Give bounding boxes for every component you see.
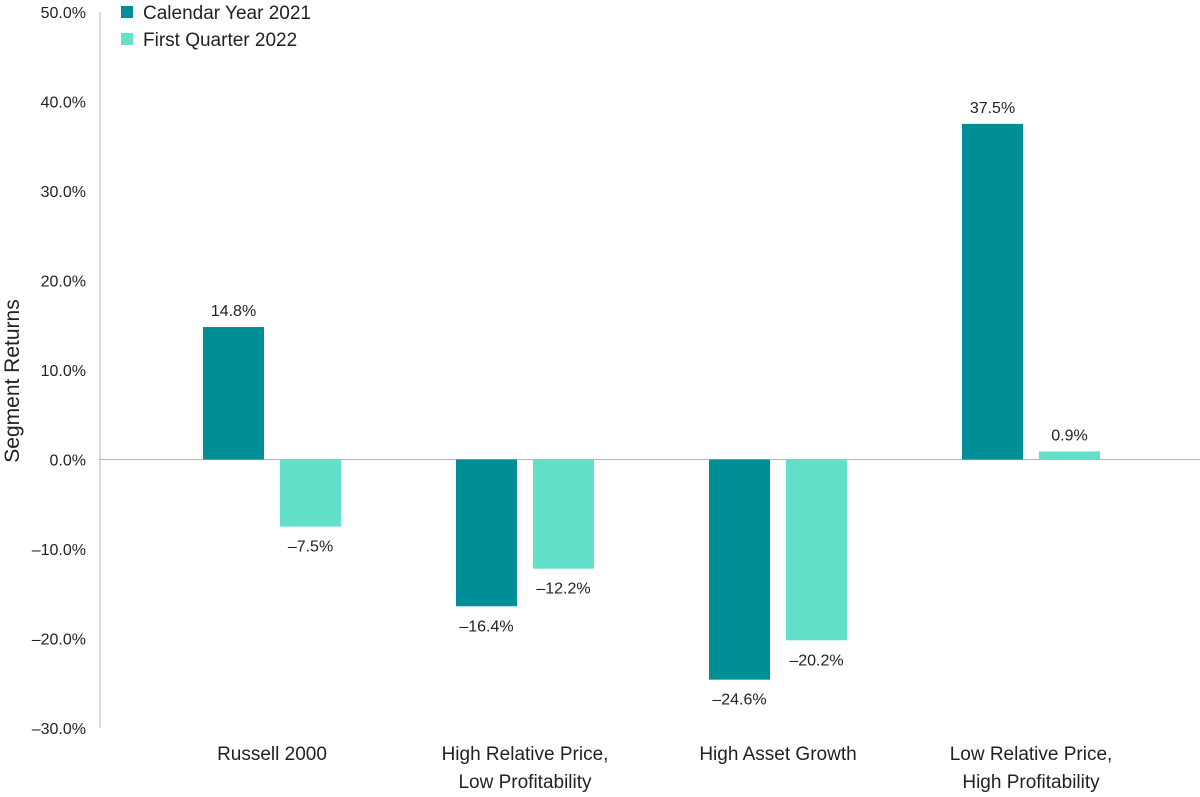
bar (709, 459, 770, 680)
data-label: –16.4% (459, 618, 513, 635)
axes (99, 12, 1200, 728)
legend-swatch (121, 33, 133, 45)
y-tick-label: –10.0% (32, 542, 86, 559)
category-label: High Asset Growth (699, 744, 856, 765)
data-label: 0.9% (1051, 427, 1087, 444)
y-tick-label: 30.0% (41, 184, 86, 201)
bar (786, 459, 847, 641)
bar (533, 459, 594, 569)
y-tick-label: 10.0% (41, 363, 86, 380)
category-labels: Russell 2000 High Relative Price, Low Prof… (217, 744, 1112, 793)
bar (1039, 451, 1100, 460)
legend-label: First Quarter 2022 (143, 30, 297, 51)
bar (962, 123, 1023, 460)
data-label: 14.8% (211, 303, 256, 320)
bar (203, 327, 264, 460)
legend-swatch (121, 6, 133, 18)
legend-label: Calendar Year 2021 (143, 3, 311, 24)
y-tick-label: –30.0% (32, 721, 86, 738)
y-tick-label: –20.0% (32, 632, 86, 649)
category-label: Russell 2000 (217, 744, 327, 765)
y-tick-label: 0.0% (50, 453, 86, 470)
category-label: Low Profitability (458, 772, 592, 793)
category-label: High Profitability (962, 772, 1100, 793)
data-labels: 14.8% –16.4% –24.6% 37.5% –7.5% –12.2% –20.2% 0… (211, 100, 1088, 709)
y-tick-labels: 50.0% 40.0% 30.0% 20.0% 10.0% 0.0% –10.0% –20.0… (32, 5, 86, 738)
y-tick-label: 20.0% (41, 274, 86, 291)
data-label: –24.6% (712, 692, 766, 709)
y-tick-label: 40.0% (41, 95, 86, 112)
category-label: High Relative Price, (442, 744, 609, 765)
bar (280, 459, 341, 527)
y-axis-title: Segment Returns (1, 299, 24, 462)
legend: Calendar Year 2021 First Quarter 2022 (121, 3, 311, 51)
bar (456, 459, 517, 607)
bars (203, 123, 1100, 680)
data-label: –7.5% (288, 539, 333, 556)
category-label: Low Relative Price, (950, 744, 1113, 765)
data-label: –20.2% (789, 652, 843, 669)
data-label: –12.2% (536, 581, 590, 598)
y-tick-label: 50.0% (41, 5, 86, 22)
data-label: 37.5% (970, 100, 1015, 117)
